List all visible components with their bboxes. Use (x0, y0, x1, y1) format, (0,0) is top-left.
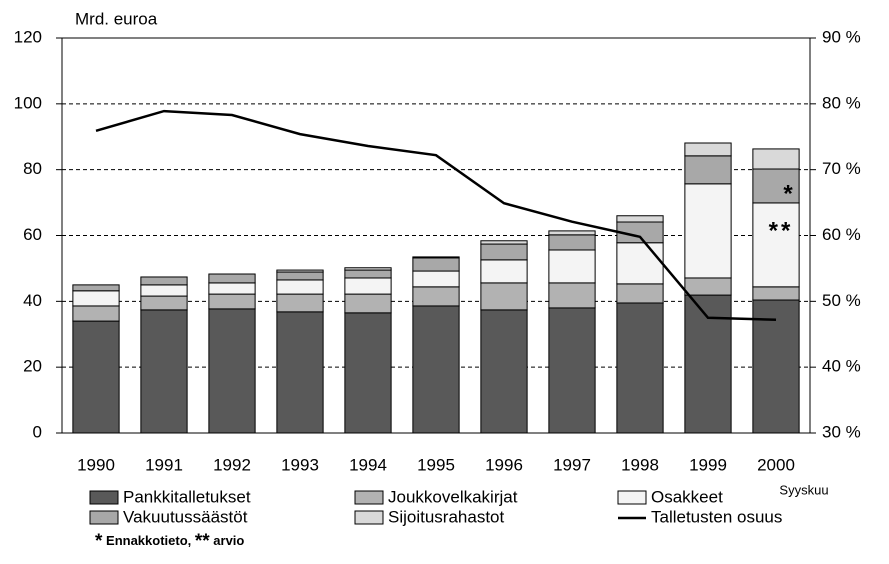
bar-segment (344, 293, 392, 314)
bar-segment (684, 142, 732, 157)
bar-segment (480, 309, 528, 434)
bar-segment (616, 302, 664, 434)
y-tick-label: 0 (33, 422, 42, 441)
x-tick-label: 1997 (553, 455, 591, 474)
legend-label: Talletusten osuus (651, 507, 782, 526)
legend-swatch (354, 490, 384, 505)
legend-swatch (617, 490, 647, 505)
line-series (95, 109, 777, 322)
category-note: Syyskuu (779, 482, 828, 497)
y-axis-label: Mrd. euroa (75, 9, 158, 28)
bar-segment (72, 284, 120, 292)
x-tick-label: 1990 (77, 455, 115, 474)
x-tick-label: 1995 (417, 455, 455, 474)
bar-segment (684, 277, 732, 296)
bar-segment (684, 294, 732, 434)
bar-segment (412, 286, 460, 307)
bar-segment (208, 273, 256, 284)
x-tick-label: 1999 (689, 455, 727, 474)
bar-segment (548, 282, 596, 309)
bar-segment (480, 259, 528, 284)
x-tick-label: 1992 (213, 455, 251, 474)
y2-tick-label: 30 % (822, 422, 861, 441)
bar-segment (344, 312, 392, 434)
legend-swatch (89, 510, 119, 525)
bar-segment (140, 284, 188, 297)
footnote-part: * (95, 531, 103, 552)
bar-segment (412, 256, 460, 259)
bar-segment (684, 183, 732, 279)
bar-segment (276, 279, 324, 295)
bar-segment (616, 242, 664, 285)
bar-segment (548, 249, 596, 284)
annotation: ** (769, 217, 794, 244)
legend-label: Osakkeet (651, 487, 723, 506)
bar-segment (344, 267, 392, 271)
y2-tick-label: 50 % (822, 291, 861, 310)
bar-segment (752, 168, 800, 204)
x-tick-label: 1998 (621, 455, 659, 474)
y2-tick-label: 90 % (822, 27, 861, 46)
bar-segment (412, 257, 460, 272)
bar-segment (276, 269, 324, 273)
plot-frame (61, 37, 811, 434)
bar-segment (344, 277, 392, 295)
x-tick-label: 1994 (349, 455, 387, 474)
bar-segment (276, 271, 324, 281)
bar-segment (140, 295, 188, 311)
bar-segment (616, 283, 664, 304)
legend-label: Sijoitusrahastot (388, 507, 505, 526)
bar-segment (616, 215, 664, 223)
bar-segment (412, 270, 460, 288)
footnote-part: ** (195, 531, 210, 552)
bar-segment (548, 230, 596, 236)
footnote-part: arvio (210, 533, 245, 548)
bar-segment (72, 290, 120, 307)
y-tick-label: 120 (14, 27, 42, 46)
y2-tick-label: 80 % (822, 93, 861, 112)
bar-segment (276, 311, 324, 434)
y-tick-label: 20 (23, 357, 42, 376)
bar-segment (752, 202, 800, 288)
footnote-part: Ennakkotieto, (102, 533, 194, 548)
bar-segment (276, 293, 324, 313)
y-tick-label: 60 (23, 225, 42, 244)
y-tick-label: 80 (23, 159, 42, 178)
bar-segment (752, 148, 800, 170)
bar-segment (480, 282, 528, 311)
y-tick-label: 40 (23, 291, 42, 310)
footnote: * Ennakkotieto, ** arvio (95, 531, 244, 552)
bar-segment (412, 305, 460, 434)
x-tick-label: 1993 (281, 455, 319, 474)
x-tick-label: 1996 (485, 455, 523, 474)
y2-tick-label: 70 % (822, 159, 861, 178)
bar-segment (480, 240, 528, 245)
bar-segment (72, 320, 120, 434)
bar-segment (140, 309, 188, 434)
bar-segment (140, 276, 188, 286)
legend-label: Joukkovelkakirjat (388, 487, 518, 506)
legend-label: Vakuutussäästöt (123, 507, 248, 526)
bar-segment (752, 286, 800, 301)
y2-tick-label: 60 % (822, 225, 861, 244)
legend-swatch (354, 510, 384, 525)
bar-segment (344, 269, 392, 279)
x-tick-label: 1991 (145, 455, 183, 474)
x-tick-label: 2000 (757, 455, 795, 474)
y2-tick-label: 40 % (822, 357, 861, 376)
bar-segment (208, 293, 256, 310)
bar-segment (548, 307, 596, 434)
bar-segment (72, 305, 120, 322)
bar-segment (684, 155, 732, 185)
bar-segment (548, 234, 596, 251)
annotation: * (783, 180, 793, 207)
bar-segment (208, 308, 256, 434)
legend-label: Pankkitalletukset (123, 487, 251, 506)
bar-segment (480, 243, 528, 261)
legend-swatch (89, 490, 119, 505)
y-tick-label: 100 (14, 93, 42, 112)
bar-segment (208, 282, 256, 295)
